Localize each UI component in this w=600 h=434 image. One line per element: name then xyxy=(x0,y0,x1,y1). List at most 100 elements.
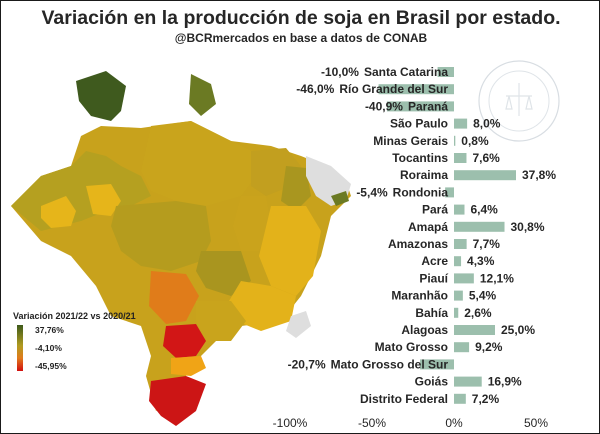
map-region-acre xyxy=(41,196,76,228)
category-label-mato-grosso-del-sur: Mato Grosso del Sur xyxy=(331,357,449,371)
category-label-sao-paulo: São Paulo xyxy=(390,117,448,131)
watermark-seal xyxy=(478,60,560,142)
category-label-rio-grande-del-sur: Río Grande del Sur xyxy=(339,82,448,96)
x-tick-label: -50% xyxy=(358,416,386,430)
category-label-mato-grosso: Mato Grosso xyxy=(375,340,448,354)
category-label-parana: Paraná xyxy=(408,99,448,113)
map-legend: Variación 2021/22 vs 2020/21 37,76% -4,1… xyxy=(13,311,183,381)
bar-acre xyxy=(454,256,462,267)
value-label-para: 6,4% xyxy=(470,203,498,217)
category-label-piaui: Piauí xyxy=(419,271,448,285)
map-region-goias xyxy=(196,251,251,296)
bar-rondonia xyxy=(445,187,454,198)
map-region-mato-grosso-sul xyxy=(149,271,199,324)
bar-minas-gerais xyxy=(454,135,456,146)
value-label-amapa: 30,8% xyxy=(511,220,545,234)
bar-piaui xyxy=(454,273,474,284)
map-region-santa-catarina xyxy=(171,356,206,376)
x-tick-label: 0% xyxy=(445,416,463,430)
value-label-acre: 4,3% xyxy=(467,254,495,268)
map-region-sao-paulo xyxy=(196,301,246,341)
map-region-tocantins xyxy=(233,196,271,251)
map-region-bahia xyxy=(259,206,321,296)
category-label-para: Pará xyxy=(422,203,448,217)
category-label-santa-catarina: Santa Catarina xyxy=(364,65,448,79)
map-region-amapa xyxy=(189,74,216,116)
bar-mato-grosso-del-sur xyxy=(420,359,454,370)
legend-max-label: 37,76% xyxy=(35,325,64,335)
category-label-amapa: Amapá xyxy=(408,220,448,234)
bar-santa-catarina xyxy=(437,67,454,77)
category-label-distrito-federal: Distrito Federal xyxy=(360,392,448,406)
value-label-mato-grosso-del-sur: -20,7% xyxy=(288,357,326,371)
map-region-minas-gerais xyxy=(229,281,296,331)
value-label-santa-catarina: -10,0% xyxy=(321,65,359,79)
legend-min-label: -45,95% xyxy=(35,361,67,371)
watermark-scales-icon xyxy=(505,83,533,116)
bar-tocantins xyxy=(454,153,467,163)
bar-goias xyxy=(454,376,482,387)
bar-maranhao xyxy=(454,290,463,301)
category-label-minas-gerais: Minas Gerais xyxy=(373,134,448,148)
bar-rio-grande-del-sur xyxy=(378,84,454,95)
value-label-goias: 16,9% xyxy=(488,375,522,389)
map-region-parana xyxy=(163,324,206,358)
value-label-rondonia: -5,4% xyxy=(356,185,388,199)
bar-bahia xyxy=(454,307,459,318)
bar-roraima xyxy=(454,170,516,181)
category-label-bahia: Bahía xyxy=(415,306,448,320)
value-label-bahia: 2,6% xyxy=(464,306,492,320)
bar-amazonas xyxy=(454,239,467,249)
category-label-alagoas: Alagoas xyxy=(401,323,448,337)
bar-para xyxy=(454,204,465,215)
legend-color-scale xyxy=(17,325,23,371)
category-label-goias: Goiás xyxy=(415,375,449,389)
chart-subtitle: @BCRmercados en base a datos de CONAB xyxy=(174,31,428,45)
map-region-roraima xyxy=(76,71,126,121)
map-region-mato-grosso xyxy=(111,201,211,271)
x-tick-label: 50% xyxy=(524,416,548,430)
watermark-outer-ring xyxy=(478,60,560,142)
bar-alagoas xyxy=(454,325,495,335)
bar-distrito-federal xyxy=(454,393,466,404)
legend-mid-label: -4,10% xyxy=(35,343,62,353)
value-label-mato-grosso: 9,2% xyxy=(475,340,503,354)
category-labels-group: Santa Catarina Río Grande del Sur Paraná Sã… xyxy=(331,65,449,406)
category-label-acre: Acre xyxy=(421,254,448,268)
bar-sao-paulo xyxy=(454,118,468,129)
map-region-southeast-gray xyxy=(286,311,311,338)
map-region-piaui xyxy=(281,166,311,211)
category-label-amazonas: Amazonas xyxy=(388,237,448,251)
map-region-alagoas xyxy=(331,191,349,206)
category-label-tocantins: Tocantins xyxy=(392,151,448,165)
category-label-rondonia: Rondonia xyxy=(393,185,449,199)
bar-parana xyxy=(386,101,454,112)
bars-group xyxy=(378,67,516,404)
category-label-roraima: Roraima xyxy=(400,168,448,182)
value-label-rio-grande-del-sur: -46,0% xyxy=(296,82,334,96)
value-label-maranhao: 5,4% xyxy=(469,289,497,303)
bar-mato-grosso xyxy=(454,342,470,353)
map-region-rondonia xyxy=(86,184,121,216)
chart-title: Variación en la producción de soja en Br… xyxy=(41,7,561,29)
bar-amapa xyxy=(454,221,505,232)
brazil-map xyxy=(11,71,351,426)
value-label-distrito-federal: 7,2% xyxy=(472,392,500,406)
x-axis-ticks-group: -100% -50% 0% 50% xyxy=(273,416,549,430)
value-label-minas-gerais: 0,8% xyxy=(461,134,489,148)
value-label-sao-paulo: 8,0% xyxy=(473,117,501,131)
x-tick-label: -100% xyxy=(273,416,308,430)
value-label-alagoas: 25,0% xyxy=(501,323,535,337)
legend-title: Variación 2021/22 vs 2020/21 xyxy=(13,311,136,321)
category-label-maranhao: Maranhão xyxy=(391,289,448,303)
value-label-tocantins: 7,6% xyxy=(472,151,500,165)
map-region-para xyxy=(141,121,256,206)
watermark-inner-ring xyxy=(488,70,550,132)
value-label-parana: -40,9% xyxy=(365,99,403,113)
map-region-rio-grande-sul xyxy=(149,376,206,426)
value-label-amazonas: 7,7% xyxy=(473,237,501,251)
value-label-roraima: 37,8% xyxy=(522,168,556,182)
value-labels-group: -10,0% -46,0% -40,9% 8,0% 0,8% 7,6% 37,8% -5,4%… xyxy=(288,65,557,406)
